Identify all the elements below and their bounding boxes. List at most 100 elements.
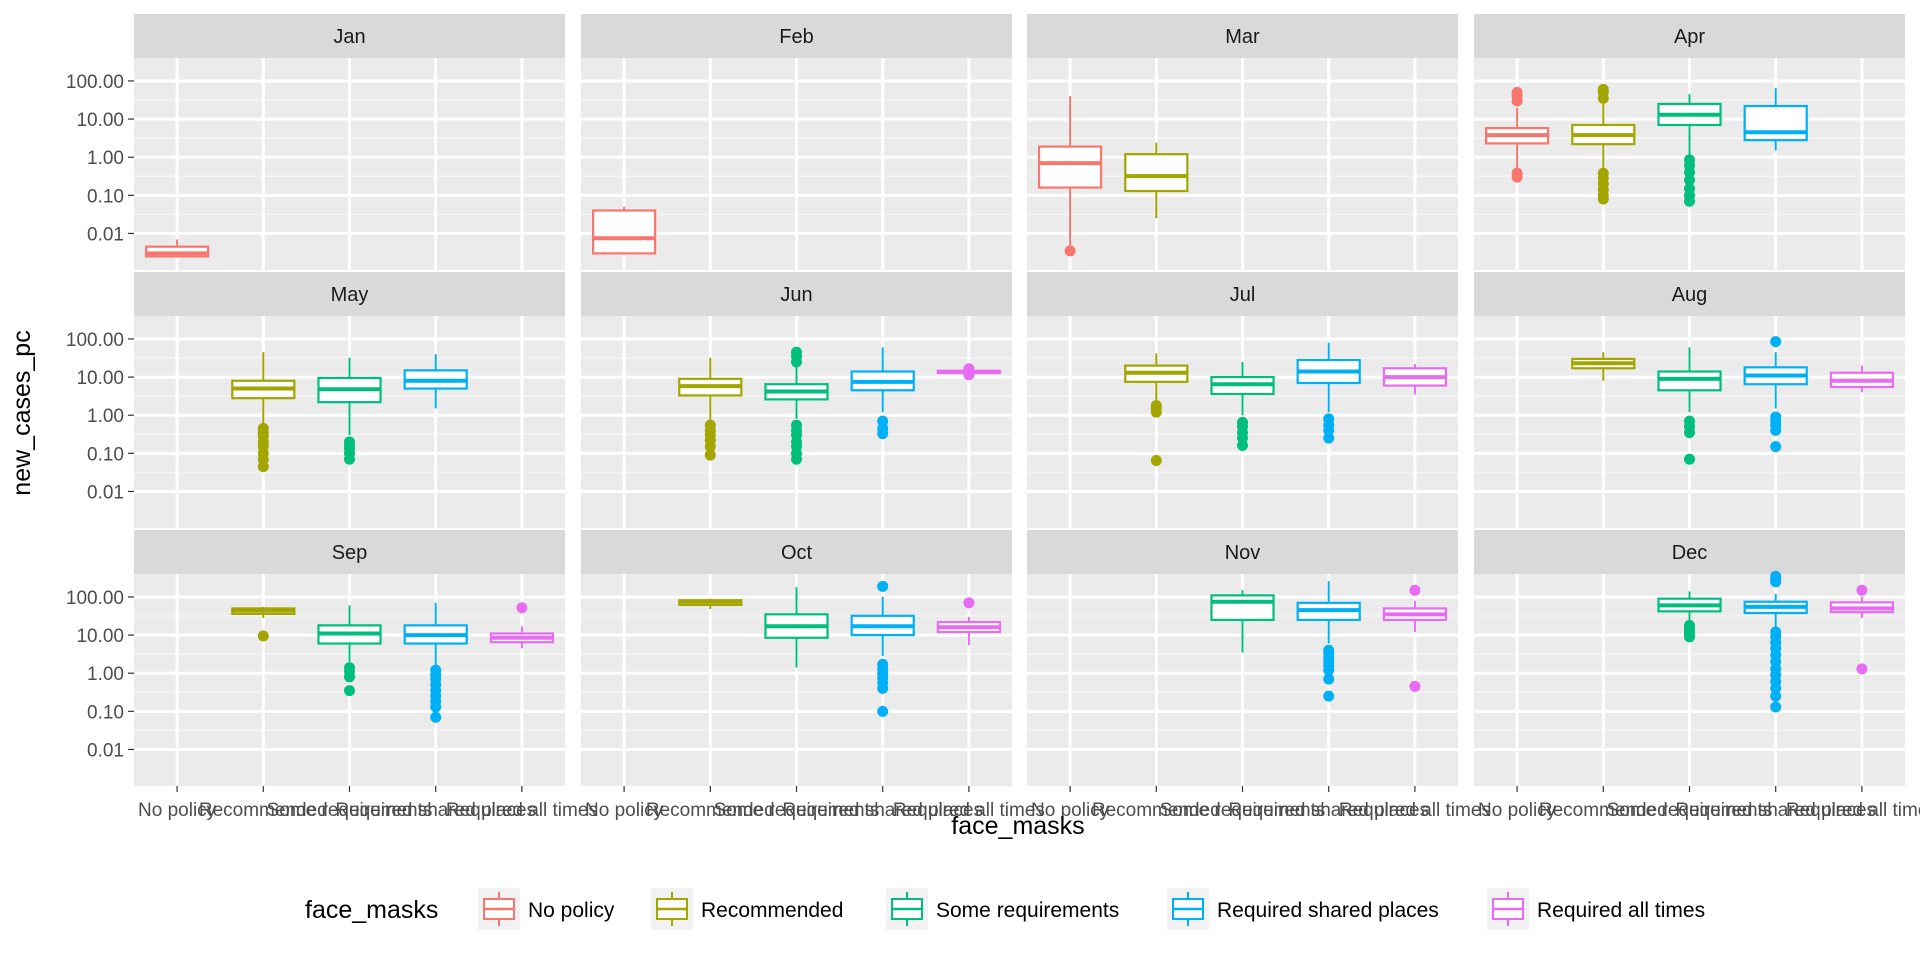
x-tick-label: Required all times [446, 800, 598, 821]
outlier-point [1684, 183, 1695, 195]
facet-strip-label: Aug [1672, 284, 1708, 306]
box-no-policy [1484, 86, 1550, 183]
facet-strip-label: Jul [1230, 284, 1256, 306]
legend-label: Recommended [701, 899, 843, 922]
outlier-point [1511, 167, 1523, 179]
x-tick-label: No policy [585, 800, 664, 821]
x-tick-label: Required shared places [782, 800, 983, 821]
outlier-point [1770, 701, 1782, 713]
facet-panel-jun: Jun [581, 272, 1012, 528]
outlier-point [1511, 86, 1523, 98]
legend-item-no-policy: No policy [478, 888, 615, 930]
legend-item-some-requirements: Some requirements [886, 888, 1119, 930]
facet-panel-sep: Sep 0.01 0.10 1.00 10.00 100.00 No policyRecom… [66, 530, 598, 821]
box-required-shared-places [403, 602, 468, 723]
outlier-point [1064, 245, 1076, 257]
box-required-all-times [936, 363, 1002, 381]
box-required-shared-places [1296, 342, 1361, 444]
outlier-point [963, 597, 975, 609]
box-required-shared-places [403, 354, 468, 409]
outlier-point [877, 415, 889, 427]
legend-item-recommended: Recommended [651, 888, 843, 930]
x-tick-label: Recommended [199, 800, 328, 821]
outlier-point [1409, 584, 1421, 596]
outlier-point [430, 664, 442, 676]
facet-strip-label: Apr [1674, 26, 1705, 48]
facet-panel-jul: Jul [1027, 272, 1458, 528]
box-iqr [1124, 153, 1189, 193]
x-tick-label: No policy [1478, 800, 1557, 821]
y-tick-label: 1.00 [87, 148, 124, 169]
y-tick-label: 0.01 [87, 740, 124, 761]
x-axis-title: face_masks [951, 812, 1084, 840]
facet-strip-label: May [331, 284, 369, 306]
box-no-policy [144, 239, 210, 258]
x-tick-label: Required shared places [1675, 800, 1876, 821]
facet-strip [1474, 14, 1905, 58]
box-required-shared-places [1743, 570, 1808, 713]
legend-title: face_masks [305, 896, 438, 924]
y-tick-label: 0.01 [87, 224, 124, 245]
facet-panels: Jan 0.01 0.10 1.00 10.00 100.00 Feb Mar Apr May 0.… [66, 14, 1920, 821]
legend-label: Required shared places [1217, 899, 1439, 922]
facet-strip [581, 14, 1012, 58]
outlier-point [1684, 154, 1695, 166]
box-some-requirements [1210, 361, 1275, 452]
outlier-point [1856, 584, 1868, 596]
y-tick-label: 0.10 [87, 444, 124, 465]
axes: face_masks new_cases_pc [8, 330, 1085, 840]
outlier-point [1684, 619, 1695, 631]
facet-strip-label: Feb [779, 26, 813, 48]
x-tick-label: Required shared places [335, 800, 536, 821]
box-recommended [231, 352, 296, 473]
outlier-point [1770, 626, 1782, 638]
x-tick-label: No policy [138, 800, 217, 821]
legend-item-required-shared-places: Required shared places [1167, 888, 1439, 930]
facet-strip-label: Jun [780, 284, 812, 306]
facet-strip [134, 14, 565, 58]
x-tick-label: Some requirements [714, 800, 880, 821]
box-iqr [1743, 104, 1808, 142]
y-tick-label: 1.00 [87, 406, 124, 427]
outlier-point [1684, 174, 1695, 186]
outlier-point [344, 436, 355, 448]
x-tick-label: Some requirements [1160, 800, 1326, 821]
facet-panel-jan: Jan 0.01 0.10 1.00 10.00 100.00 [66, 14, 565, 270]
facet-strip [134, 272, 565, 316]
outlier-point [877, 580, 889, 592]
y-tick-label: 0.10 [87, 702, 124, 723]
outlier-point [1684, 415, 1695, 427]
box-recommended [1571, 352, 1636, 381]
box-required-shared-places [1743, 88, 1808, 151]
box-some-requirements [1210, 590, 1275, 653]
box-recommended [1124, 353, 1189, 466]
outlier-point [877, 705, 889, 717]
box-required-shared-places [850, 580, 915, 717]
facet-strip [134, 530, 565, 574]
x-tick-label: Required all times [1786, 800, 1920, 821]
box-iqr [591, 209, 657, 255]
facet-panel-aug: Aug [1474, 272, 1905, 528]
y-tick-label: 0.01 [87, 482, 124, 503]
x-tick-label: Required all times [893, 800, 1045, 821]
box-required-shared-places [1296, 581, 1361, 702]
y-tick-label: 100.00 [66, 330, 124, 351]
outlier-point [1409, 680, 1421, 692]
facet-strip-label: Nov [1225, 542, 1261, 564]
legend-item-required-all-times: Required all times [1487, 888, 1705, 930]
box-required-all-times [1829, 584, 1895, 675]
box-some-requirements [317, 357, 382, 465]
outlier-point [1323, 644, 1335, 656]
y-tick-label: 10.00 [76, 110, 124, 131]
outlier-point [1150, 454, 1162, 466]
x-tick-label: Required shared places [1228, 800, 1429, 821]
facet-panel-mar: Mar [1027, 14, 1458, 270]
x-tick-label: Some requirements [1607, 800, 1773, 821]
y-tick-label: 1.00 [87, 664, 124, 685]
outlier-point [1323, 413, 1335, 425]
outlier-point [1597, 167, 1609, 179]
outlier-point [1323, 690, 1335, 702]
box-no-policy [1037, 96, 1103, 257]
box-recommended [678, 357, 743, 461]
